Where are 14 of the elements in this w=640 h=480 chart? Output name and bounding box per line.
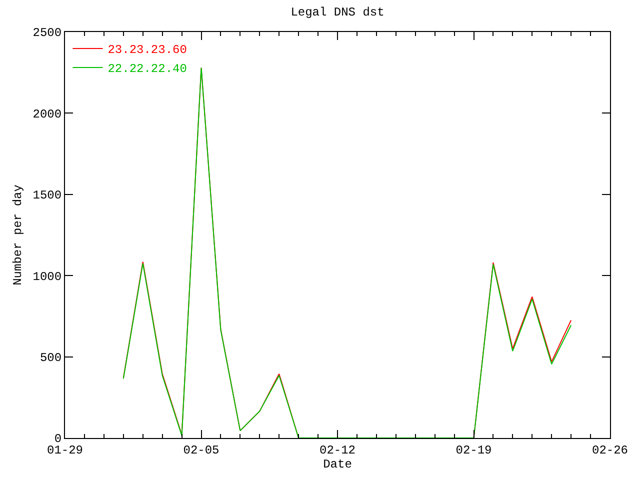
x-axis-title: Date (323, 457, 352, 472)
legend-label: 22.22.22.40 (108, 62, 187, 76)
y-tick-label: 1000 (32, 270, 62, 284)
y-tick-label: 2000 (32, 107, 62, 122)
legend-label: 23.23.23.60 (108, 43, 187, 58)
y-tick-label: 2500 (32, 26, 62, 40)
chart-title: Legal DNS dst (290, 6, 384, 20)
y-tick-label: 500 (40, 351, 62, 365)
x-tick-label: 02-19 (456, 443, 492, 458)
x-tick-label: 02-26 (592, 443, 628, 458)
x-tick-label: 02-12 (319, 443, 356, 458)
y-axis-title: Number per day (11, 184, 26, 286)
x-tick-label: 02-05 (183, 443, 220, 458)
y-tick-label: 1500 (32, 188, 62, 203)
